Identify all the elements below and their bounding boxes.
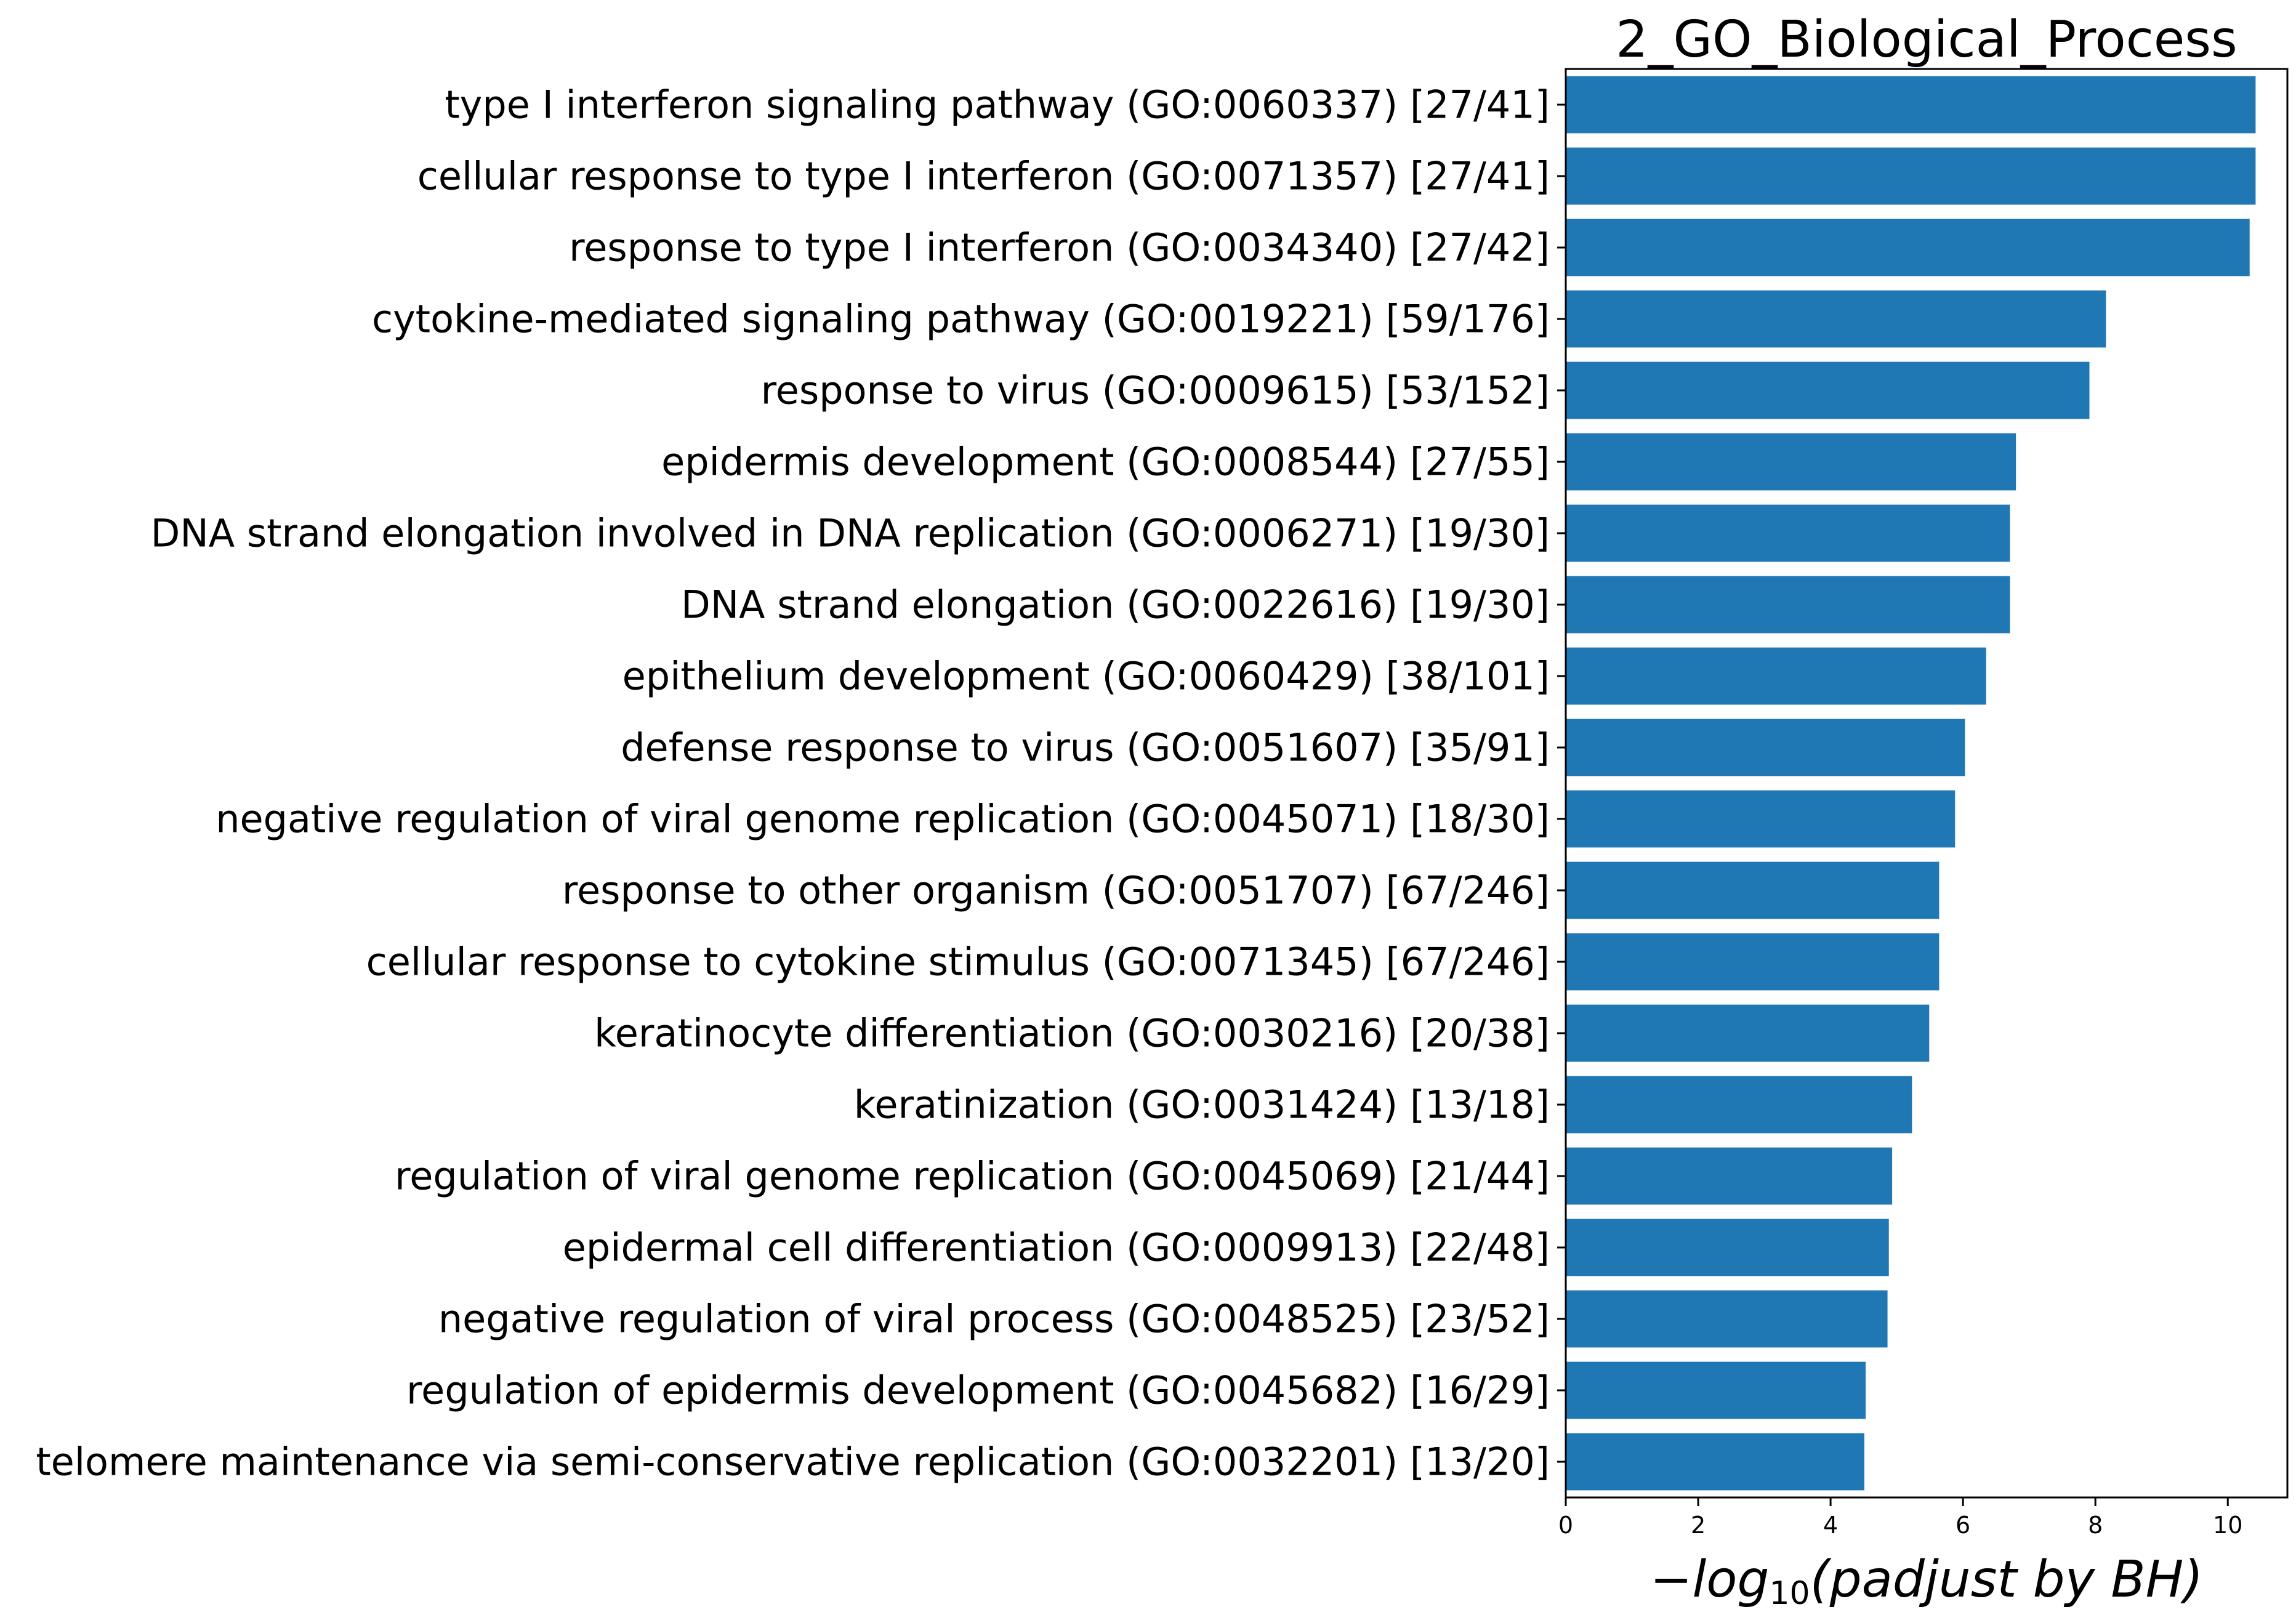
category-label: epidermis development (GO:0008544) [27/5… (661, 440, 1550, 485)
bar (1566, 1361, 1866, 1419)
category-label: cellular response to cytokine stimulus (… (366, 940, 1550, 985)
category-label: response to type I interferon (GO:003434… (569, 225, 1550, 270)
bar (1566, 219, 2250, 276)
bar (1566, 1004, 1930, 1062)
category-label: DNA strand elongation involved in DNA re… (151, 511, 1550, 556)
bar (1566, 933, 1940, 991)
bar (1566, 647, 1986, 705)
x-axis-label-subscript: 10 (1769, 1575, 1810, 1612)
bar (1566, 504, 2010, 562)
bar (1566, 790, 1956, 848)
x-axis-label: −log10(padjust by BH) (1650, 1550, 2203, 1612)
bar (1566, 1219, 1889, 1276)
bars-layer (1566, 76, 2256, 1491)
category-label: cellular response to type I interferon (… (417, 154, 1550, 199)
bar (1566, 76, 2256, 134)
category-label: cytokine-mediated signaling pathway (GO:… (372, 297, 1550, 342)
x-tick-label: 10 (2213, 1512, 2242, 1539)
bar (1566, 1433, 1864, 1491)
bar (1566, 1147, 1893, 1205)
category-label: keratinocyte differentiation (GO:0030216… (594, 1011, 1550, 1056)
category-label: keratinization (GO:0031424) [13/18] (854, 1082, 1550, 1127)
category-label: DNA strand elongation (GO:0022616) [19/3… (681, 582, 1550, 627)
bar (1566, 361, 2090, 419)
bar (1566, 290, 2106, 348)
category-label: telomere maintenance via semi-conservati… (36, 1440, 1550, 1485)
bar (1566, 1076, 1912, 1134)
category-label: negative regulation of viral genome repl… (216, 797, 1550, 842)
category-label: regulation of epidermis development (GO:… (406, 1368, 1550, 1413)
x-tick-label: 8 (2088, 1512, 2103, 1539)
bar (1566, 861, 1940, 919)
category-label: negative regulation of viral process (GO… (438, 1297, 1550, 1342)
x-tick-label: 2 (1691, 1512, 1706, 1539)
x-axis-label-suffix: (padjust by BH) (1810, 1550, 2204, 1609)
bar (1566, 433, 2016, 491)
category-label: response to virus (GO:0009615) [53/152] (761, 368, 1550, 413)
chart-title: 2_GO_Biological_Process (1616, 10, 2237, 69)
plot-area-border (1565, 68, 2289, 1499)
category-label: defense response to virus (GO:0051607) [… (621, 725, 1550, 770)
bar (1566, 719, 1965, 776)
x-tick-label: 4 (1823, 1512, 1838, 1539)
x-tick-label: 0 (1558, 1512, 1573, 1539)
category-label: response to other organism (GO:0051707) … (562, 868, 1550, 913)
category-labels: type I interferon signaling pathway (GO:… (36, 83, 1550, 1485)
x-axis-label-prefix: −log (1650, 1550, 1770, 1609)
category-label: regulation of viral genome replication (… (395, 1154, 1550, 1199)
bar (1566, 147, 2256, 205)
x-tick-label: 6 (1956, 1512, 1970, 1539)
axes-frame (1565, 68, 2289, 1499)
bar (1566, 1290, 1888, 1348)
bar (1566, 576, 2010, 634)
x-axis-ticks: 0 2 4 6 8 10 (1557, 103, 2242, 1539)
category-label: epithelium development (GO:0060429) [38/… (622, 654, 1550, 699)
category-label: epidermal cell differentiation (GO:00099… (563, 1225, 1550, 1270)
category-label: type I interferon signaling pathway (GO:… (445, 83, 1550, 127)
